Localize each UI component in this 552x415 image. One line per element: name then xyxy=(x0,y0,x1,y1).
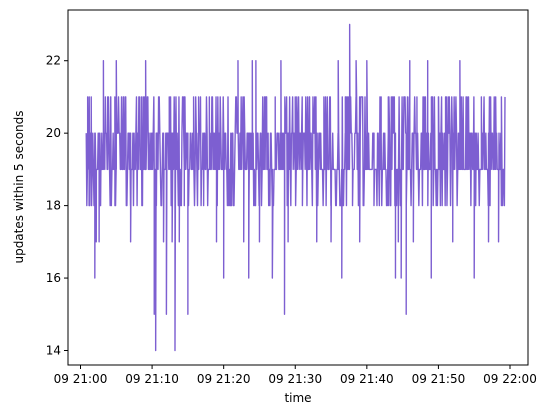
y-tick-label: 22 xyxy=(46,54,61,68)
x-tick-label: 09 21:10 xyxy=(125,372,179,386)
x-axis-label: time xyxy=(284,391,311,405)
y-tick-label: 20 xyxy=(46,126,61,140)
y-tick-label: 18 xyxy=(46,199,61,213)
plot-area-frame xyxy=(67,9,529,366)
x-tick-label: 09 21:40 xyxy=(340,372,394,386)
x-tick-label: 09 21:50 xyxy=(412,372,466,386)
x-tick-label: 09 21:20 xyxy=(197,372,251,386)
series-line xyxy=(85,23,506,352)
x-tick-label: 09 21:00 xyxy=(54,372,108,386)
x-axis: 09 21:00 09 21:10 09 21:20 09 21:30 09 21:40… xyxy=(54,365,537,386)
y-axis: 14 16 18 20 22 xyxy=(46,54,68,358)
y-axis-label: updates within 5 seconds xyxy=(12,110,26,263)
series-line-layer xyxy=(85,23,506,352)
x-tick-label: 09 22:00 xyxy=(483,372,537,386)
x-tick-label: 09 21:30 xyxy=(268,372,322,386)
y-tick-label: 16 xyxy=(46,271,61,285)
y-tick-label: 14 xyxy=(46,344,61,358)
